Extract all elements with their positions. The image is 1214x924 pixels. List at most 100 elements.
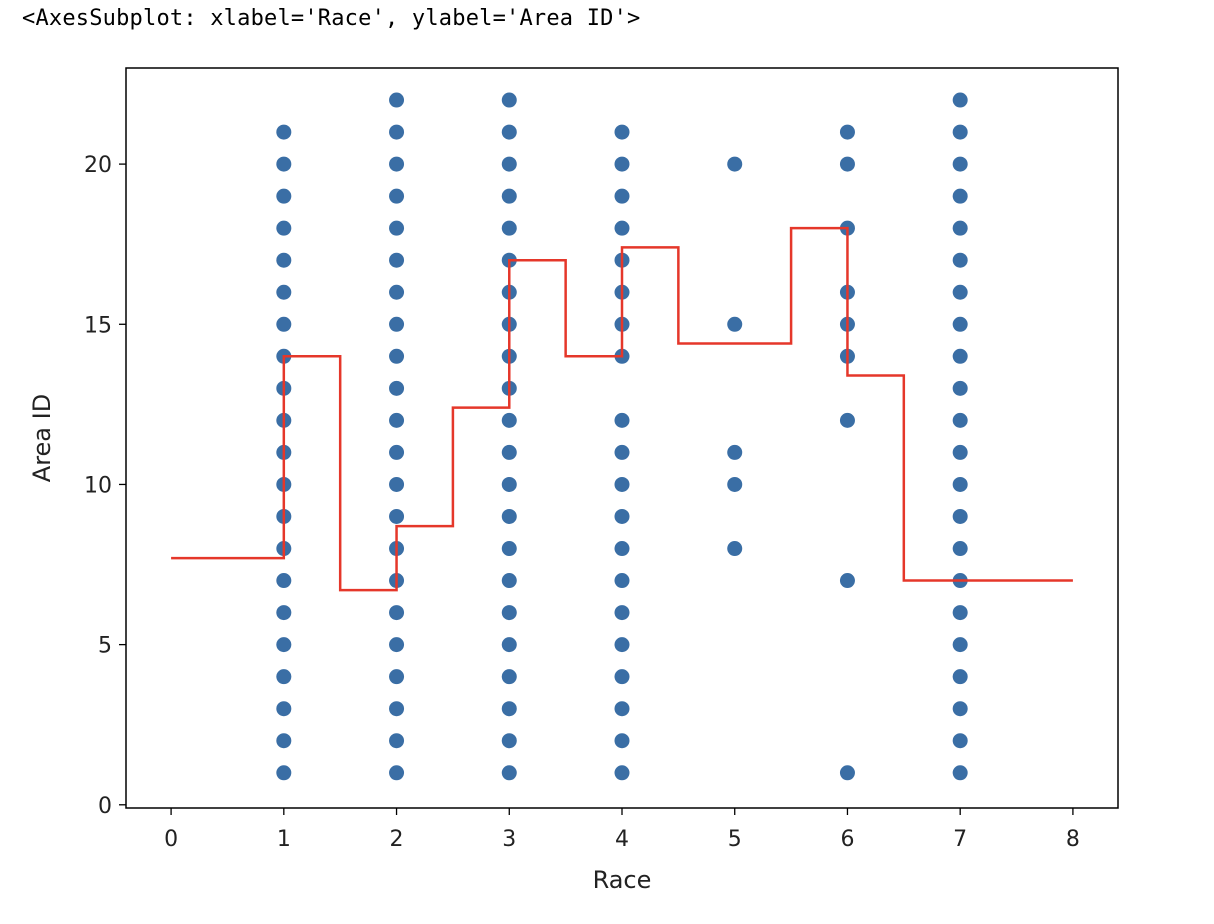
scatter-point xyxy=(839,124,855,140)
scatter-point xyxy=(839,765,855,781)
scatter-point xyxy=(952,92,968,108)
scatter-point xyxy=(389,156,405,172)
scatter-point xyxy=(389,316,405,332)
scatter-point xyxy=(614,637,630,653)
scatter-point xyxy=(501,765,517,781)
line-layer xyxy=(171,226,1073,592)
scatter-point xyxy=(614,605,630,621)
y-tick-label: 20 xyxy=(84,153,112,178)
scatter-point xyxy=(614,541,630,557)
points-layer xyxy=(276,92,968,781)
scatter-point xyxy=(614,669,630,685)
x-axis-label: Race xyxy=(593,866,652,894)
scatter-point xyxy=(614,412,630,428)
scatter-point xyxy=(501,669,517,685)
scatter-point xyxy=(952,124,968,140)
scatter-point xyxy=(389,92,405,108)
scatter-point xyxy=(614,156,630,172)
scatter-point xyxy=(276,156,292,172)
scatter-point xyxy=(952,412,968,428)
scatter-point xyxy=(614,733,630,749)
scatter-point xyxy=(727,316,743,332)
scatter-point xyxy=(276,284,292,300)
scatter-point xyxy=(952,637,968,653)
scatter-point xyxy=(276,220,292,236)
scatter-point xyxy=(389,476,405,492)
scatter-point xyxy=(389,733,405,749)
scatter-point xyxy=(839,412,855,428)
scatter-point xyxy=(501,412,517,428)
scatter-point xyxy=(501,508,517,524)
scatter-point xyxy=(389,252,405,268)
scatter-point xyxy=(614,188,630,204)
scatter-point xyxy=(614,508,630,524)
scatter-point xyxy=(501,188,517,204)
scatter-point xyxy=(389,508,405,524)
x-tick-label: 1 xyxy=(277,827,291,852)
scatter-point xyxy=(389,412,405,428)
scatter-point xyxy=(952,252,968,268)
axes-frame xyxy=(125,67,1119,809)
scatter-point xyxy=(501,573,517,589)
scatter-point xyxy=(276,124,292,140)
y-tick-label: 5 xyxy=(98,634,112,659)
scatter-point xyxy=(952,220,968,236)
scatter-point xyxy=(389,669,405,685)
scatter-point xyxy=(952,380,968,396)
scatter-point xyxy=(276,733,292,749)
y-axis-label: Area ID xyxy=(28,394,56,482)
scatter-point xyxy=(389,637,405,653)
scatter-point xyxy=(276,701,292,717)
scatter-point xyxy=(501,541,517,557)
scatter-point xyxy=(727,444,743,460)
x-tick-label: 0 xyxy=(164,827,178,852)
scatter-point xyxy=(952,733,968,749)
scatter-point xyxy=(952,508,968,524)
scatter-point xyxy=(727,476,743,492)
scatter-point xyxy=(389,348,405,364)
scatter-point xyxy=(501,605,517,621)
scatter-point xyxy=(276,573,292,589)
scatter-point xyxy=(389,701,405,717)
scatter-point xyxy=(276,669,292,685)
scatter-point xyxy=(389,444,405,460)
scatter-point xyxy=(389,380,405,396)
scatter-point xyxy=(952,188,968,204)
x-tick-label: 4 xyxy=(615,827,629,852)
scatter-point xyxy=(276,316,292,332)
scatter-point xyxy=(501,637,517,653)
scatter-point xyxy=(952,444,968,460)
x-tick-label: 2 xyxy=(390,827,404,852)
scatter-point xyxy=(501,701,517,717)
scatter-point xyxy=(389,765,405,781)
scatter-point xyxy=(727,541,743,557)
step-line xyxy=(171,226,1073,592)
output-header: <AxesSubplot: xlabel='Race', ylabel='Are… xyxy=(22,6,641,31)
x-tick-label: 6 xyxy=(840,827,854,852)
scatter-point xyxy=(614,573,630,589)
scatter-point xyxy=(952,765,968,781)
scatter-point xyxy=(614,444,630,460)
scatter-point xyxy=(952,605,968,621)
scatter-point xyxy=(952,701,968,717)
scatter-point xyxy=(389,284,405,300)
scatter-point xyxy=(952,541,968,557)
scatter-point xyxy=(389,124,405,140)
scatter-point xyxy=(501,733,517,749)
x-tick-label: 3 xyxy=(502,827,516,852)
scatter-point xyxy=(727,156,743,172)
scatter-point xyxy=(839,156,855,172)
scatter-point xyxy=(952,156,968,172)
scatter-point xyxy=(614,701,630,717)
scatter-point xyxy=(276,605,292,621)
scatter-point xyxy=(276,637,292,653)
scatter-point xyxy=(389,188,405,204)
scatter-point xyxy=(952,348,968,364)
scatter-point xyxy=(276,252,292,268)
scatter-point xyxy=(389,220,405,236)
scatter-point xyxy=(952,476,968,492)
scatter-point xyxy=(614,476,630,492)
scatter-point xyxy=(501,156,517,172)
y-ticks: 0 5 10 15 20 xyxy=(84,153,126,819)
